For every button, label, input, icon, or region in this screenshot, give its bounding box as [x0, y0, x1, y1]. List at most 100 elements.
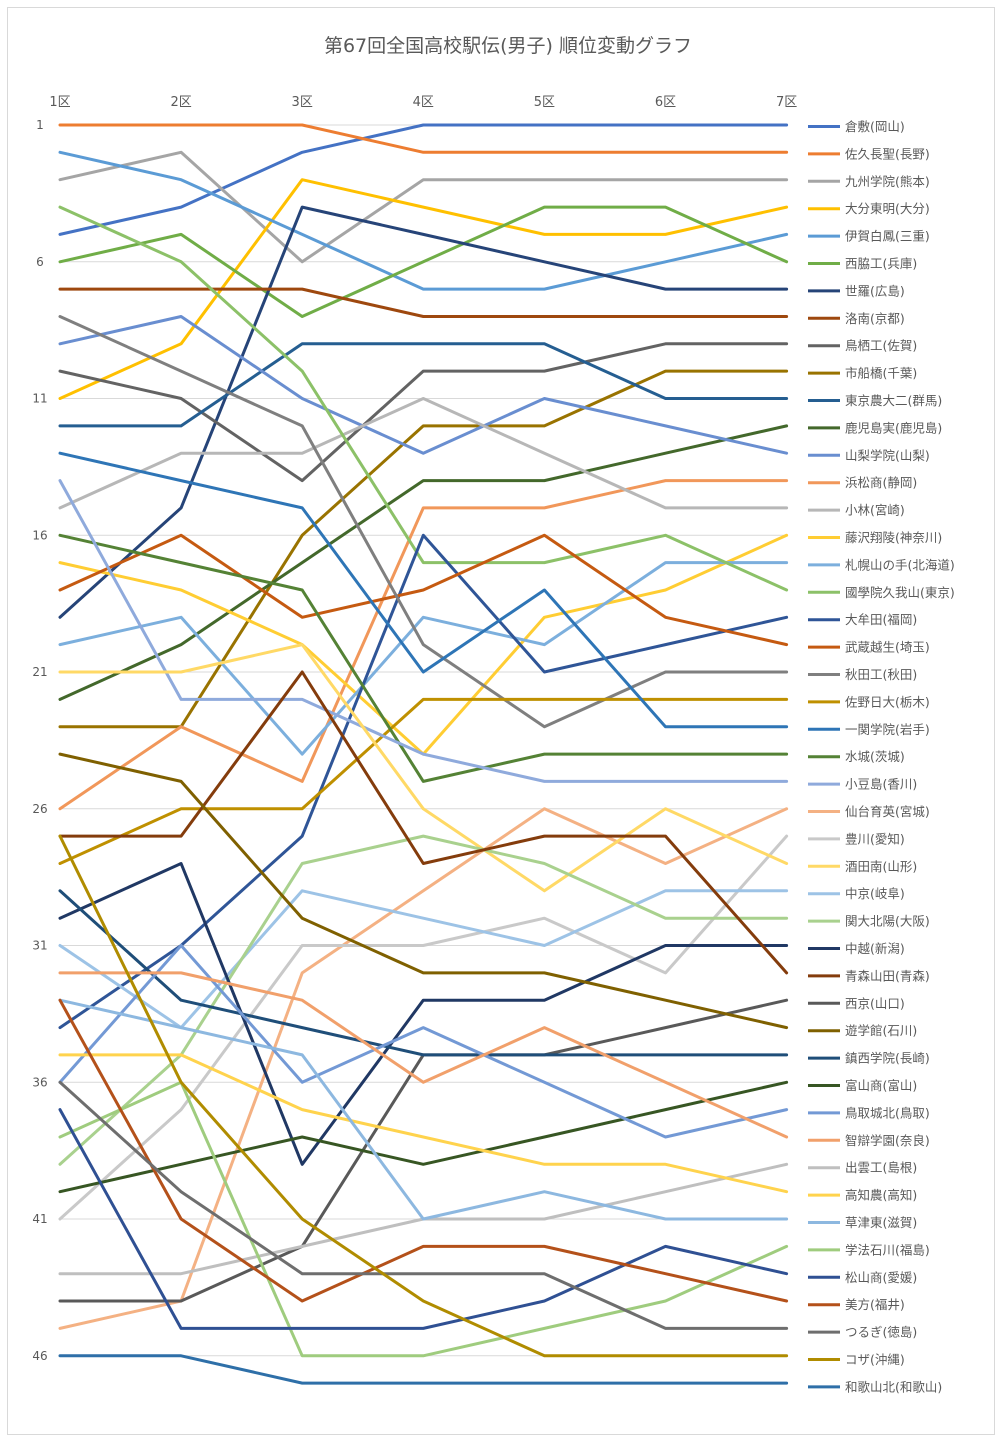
legend-label: 伊賀白鳳(三重): [845, 229, 930, 244]
legend-label: 秋田工(秋田): [845, 667, 917, 682]
series-line: [58, 533, 789, 647]
y-tick-label: 21: [32, 665, 47, 679]
grid-layer: [60, 124, 785, 1357]
legend-label: 市船橋(千葉): [845, 366, 917, 381]
legend-label: 中京(岐阜): [845, 886, 905, 901]
legend: 倉敷(岡山) 佐久長聖(長野) 九州学院(熊本) 大分東明(大分) 伊賀白鳳(三重) 西脇…: [808, 119, 955, 1394]
legend-label: 草津東(滋賀): [845, 1215, 917, 1230]
legend-label: 鹿児島実(鹿児島): [845, 420, 942, 435]
series-line: [58, 123, 789, 236]
series-line: [58, 479, 789, 783]
y-tick-label: 1: [36, 118, 44, 132]
legend-label: つるぎ(徳島): [845, 1325, 917, 1340]
series-line: [58, 1080, 789, 1194]
legend-label: 中越(新潟): [845, 941, 905, 956]
x-tick-label: 1区: [49, 95, 70, 110]
legend-label: 和歌山北(和歌山): [845, 1379, 942, 1394]
x-tick-label: 3区: [292, 95, 313, 110]
series-line: [58, 315, 789, 729]
series-line: [58, 342, 789, 483]
chart-title: 第67回全国高校駅伝(男子) 順位変動グラフ: [324, 35, 692, 57]
series-line: [58, 998, 789, 1221]
series-line: [58, 944, 789, 1139]
legend-label: 学法石川(福島): [845, 1242, 930, 1257]
series-line: [58, 1053, 789, 1194]
legend-label: コザ(沖縄): [845, 1352, 905, 1367]
legend-label: 國學院久我山(東京): [845, 585, 955, 600]
series-line: [58, 834, 789, 1221]
series-line: [58, 643, 789, 893]
legend-label: 出雲工(島根): [845, 1160, 917, 1175]
legend-label: 小林(宮崎): [845, 503, 905, 518]
legend-label: 山梨学院(山梨): [845, 448, 930, 463]
series-line: [58, 533, 789, 783]
series-line: [58, 397, 789, 510]
series-line: [58, 205, 789, 619]
series-line: [58, 150, 789, 264]
series-line: [58, 1080, 789, 1330]
legend-label: 鳥取城北(鳥取): [845, 1105, 930, 1120]
legend-label: 遊学館(石川): [845, 1023, 917, 1038]
legend-label: 富山商(富山): [845, 1078, 917, 1093]
x-tick-label: 2区: [170, 95, 191, 110]
legend-label: 鳥栖工(佐賀): [845, 338, 917, 353]
legend-label: 高知農(高知): [845, 1188, 917, 1203]
legend-label: 豊川(愛知): [845, 831, 905, 846]
legend-label: 札幌山の手(北海道): [845, 557, 955, 572]
series-line: [58, 424, 789, 701]
y-tick-label: 31: [32, 939, 47, 953]
x-tick-label: 7区: [776, 95, 797, 110]
y-tick-label: 36: [32, 1075, 47, 1089]
legend-label: 大牟田(福岡): [845, 612, 917, 627]
y-tick-label: 16: [32, 528, 47, 542]
series-line: [58, 862, 789, 1166]
chart-frame: [7, 7, 995, 1435]
legend-label: 洛南(京都): [845, 311, 905, 326]
series-line: [58, 150, 789, 291]
series-line: [58, 971, 789, 1139]
x-tick-label: 4区: [413, 95, 434, 110]
legend-label: 世羅(広島): [845, 283, 905, 298]
series-line: [58, 205, 789, 592]
series-line: [58, 834, 789, 1358]
series-line: [58, 479, 789, 811]
legend-label: 佐野日大(栃木): [845, 694, 930, 709]
series-layer: [58, 123, 789, 1385]
y-tick-label: 41: [32, 1212, 47, 1226]
legend-label: 仙台育英(宮城): [845, 804, 930, 819]
series-line: [58, 998, 789, 1303]
series-line: [58, 315, 789, 455]
legend-label: 武蔵越生(埼玉): [845, 640, 930, 655]
series-line: [58, 670, 789, 975]
legend-label: 水城(茨城): [845, 749, 905, 764]
series-line: [58, 205, 789, 318]
series-line: [58, 1108, 789, 1330]
series-line: [58, 998, 789, 1303]
legend-label: 鎮西学院(長崎): [845, 1051, 930, 1066]
legend-label: 九州学院(熊本): [845, 174, 930, 189]
series-line: [58, 178, 789, 400]
legend-label: 美方(福井): [845, 1297, 905, 1312]
legend-label: 倉敷(岡山): [845, 119, 905, 134]
legend-label: 大分東明(大分): [845, 201, 930, 216]
legend-label: 松山商(愛媛): [845, 1270, 917, 1285]
legend-label: 青森山田(青森): [845, 968, 930, 983]
legend-label: 智辯学園(奈良): [845, 1133, 930, 1148]
legend-label: 小豆島(香川): [845, 777, 917, 792]
legend-label: 東京農大二(群馬): [845, 393, 942, 408]
legend-label: 酒田南(山形): [845, 859, 917, 874]
legend-label: 藤沢翔陵(神奈川): [845, 530, 942, 545]
legend-label: 一関学院(岩手): [845, 722, 930, 737]
y-tick-label: 6: [36, 255, 44, 269]
series-line: [58, 697, 789, 865]
series-line: [58, 123, 789, 154]
series-line: [58, 561, 789, 756]
series-line: [58, 752, 789, 1030]
y-tick-label: 46: [32, 1349, 47, 1363]
series-line: [58, 1354, 789, 1385]
series-line: [58, 451, 789, 729]
y-tick-label: 11: [32, 392, 47, 406]
series-line: [58, 287, 789, 318]
